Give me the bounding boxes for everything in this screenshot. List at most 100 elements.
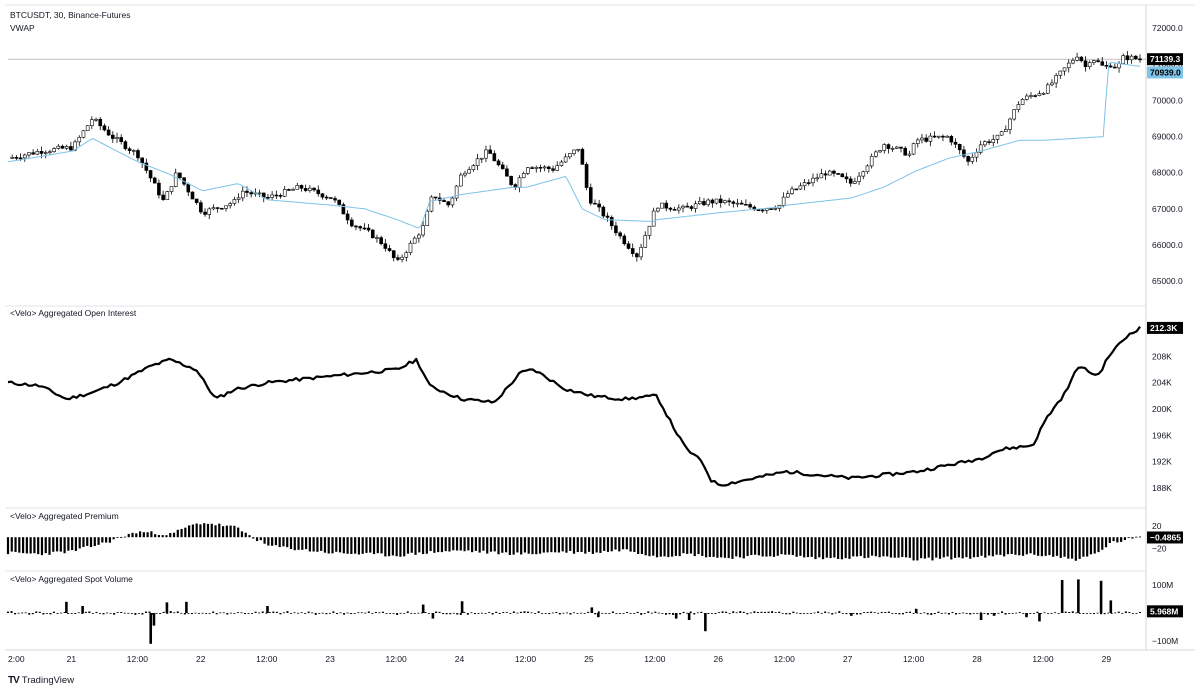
candle-body [375,237,379,239]
candle-body [207,208,212,215]
tradingview-logo[interactable]: TV TradingView [8,675,74,686]
premium-bar [25,537,28,554]
premium-bar [550,537,553,553]
symbol-legend[interactable]: BTCUSDT, 30, Binance-Futures [10,10,130,20]
open-interest-pane[interactable] [7,326,1141,487]
premium-bar [916,537,919,561]
volume-bar [799,613,802,615]
premium-bar [701,537,704,556]
candle-body [400,256,404,260]
volume-bar [240,612,243,614]
y-tick-label: 68000.0 [1152,168,1183,178]
premium-bar [565,537,568,553]
premium-pane[interactable] [6,523,1142,561]
candle-body [379,237,383,244]
volume-spike-bar [687,613,691,620]
premium-bar [105,537,108,543]
volume-bar [714,613,717,615]
x-tick-label: 22 [196,654,206,664]
premium-bar [554,537,557,553]
candle-body [295,185,300,190]
volume-bar [452,612,455,614]
volume-bar [831,613,834,615]
candle-body [1087,62,1092,68]
volume-bar [576,612,579,614]
volume-bar [930,613,933,615]
spot-volume-legend[interactable]: <Velo> Aggregated Spot Volume [10,574,133,584]
volume-spike-bar [1025,613,1028,618]
volume-bar [1110,613,1113,614]
volume-bar [258,612,261,614]
candle-body [626,243,631,249]
price-scale[interactable]: 72000.071000.070000.069000.068000.067000… [1147,23,1183,646]
candle-body [941,135,945,138]
volume-bar [728,613,731,614]
premium-legend[interactable]: <Velo> Aggregated Premium [10,511,119,521]
volume-bar [604,613,607,614]
premium-bar [304,537,308,550]
volume-bar [979,612,982,614]
candle-body [672,209,677,211]
volume-bar [1022,613,1025,614]
candle-body [534,166,539,169]
open-interest-legend[interactable]: <Velo> Aggregated Open Interest [10,308,137,318]
candle-body [702,201,706,206]
volume-bar [335,613,338,615]
candle-body [157,182,161,196]
volume-bar [21,612,24,614]
candle-body [148,170,153,179]
volume-bar [1078,613,1081,614]
volume-bar [502,611,505,613]
premium-bar [259,537,262,541]
premium-bar [1010,537,1013,555]
volume-bar [926,613,929,615]
premium-bar [625,537,628,550]
volume-bar [396,613,399,615]
volume-bar [180,612,183,614]
candle-body [748,204,752,208]
premium-bar [421,537,425,555]
premium-bar [10,537,13,552]
volume-bar [360,612,363,614]
volume-bar [389,613,392,614]
candle-body [69,146,73,151]
volume-bar [580,612,583,614]
candle-body [823,173,828,176]
volume-bar [1029,613,1032,614]
spot-volume-pane[interactable] [7,579,1141,644]
premium-bar [221,526,225,538]
open-interest-line [7,326,1141,487]
premium-bar [369,537,372,553]
price-pane[interactable] [7,51,1146,263]
candle-body [492,153,497,162]
premium-bar [621,537,625,550]
candle-body [798,185,803,190]
volume-spike-bar [914,608,918,613]
volume-spike-bar [1038,613,1041,622]
candle-body [345,213,350,221]
volume-bar [332,611,335,613]
volume-bar [7,611,9,613]
premium-bar [546,537,549,553]
volume-bar [134,613,137,615]
premium-bar [138,531,142,538]
candle-body [500,164,505,170]
vwap-legend[interactable]: VWAP [10,23,35,33]
volume-bar [972,613,975,614]
candle-body [1138,58,1142,61]
candle-body [718,198,723,203]
premium-bar [40,537,44,556]
volume-bar [689,611,692,613]
premium-bar [678,537,681,557]
volume-bar [530,612,533,614]
volume-bar [923,612,926,614]
premium-bar [961,537,964,559]
volume-bar [710,613,713,614]
time-scale[interactable]: 2:00 21 12:00 22 12:00 23 12:00 24 12:00 25 12:00 2… [8,654,1111,664]
premium-bar [686,537,689,554]
y-tick-label: 66000.0 [1152,240,1183,250]
candle-body [857,175,861,182]
candle-body [1071,60,1075,64]
volume-bar [109,612,112,614]
